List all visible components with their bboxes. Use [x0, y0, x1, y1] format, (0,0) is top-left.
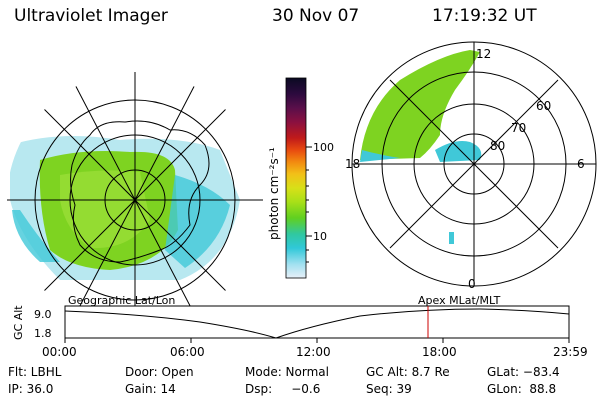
- y-tick-9: 9.0: [34, 308, 52, 321]
- coastline: [70, 120, 210, 263]
- uv-spot: [449, 232, 454, 244]
- info-flt: Flt: LBHL: [8, 365, 62, 379]
- info-mode: Mode: Normal: [245, 365, 329, 379]
- geographic-map: [7, 72, 263, 328]
- x-tick-1800: 18:00: [422, 345, 457, 359]
- info-glon: GLon: 88.8: [487, 382, 556, 396]
- colorbar-tick-10: 10: [313, 230, 327, 243]
- mlt-label-18: 18: [345, 157, 360, 171]
- info-ip: IP: 36.0: [8, 382, 53, 396]
- x-tick-2359: 23:59: [553, 345, 588, 359]
- altitude-curve: [64, 308, 570, 339]
- info-dsp: Dsp: −0.6: [245, 382, 320, 396]
- uv-oval-cyan: [435, 141, 482, 162]
- x-tick-0000: 00:00: [42, 345, 77, 359]
- colorbar-tick-100: 100: [313, 141, 334, 154]
- colorbar-unit-label: photon cm⁻²s⁻¹: [267, 147, 281, 240]
- mlat-mlt-map: 12 18 6 0 60 70 80: [345, 41, 597, 291]
- app-title: Ultraviolet Imager: [14, 6, 168, 26]
- time-label: 17:19:32 UT: [432, 6, 537, 26]
- uv-oval-green: [360, 50, 480, 160]
- info-gc-alt: GC Alt: 8.7 Re: [366, 365, 450, 379]
- altitude-timeline: Geographic Lat/Lon Apex MLat/MLT 9.0 1.8…: [12, 294, 588, 359]
- info-seq: Seq: 39: [366, 382, 412, 396]
- uv-emission-cyan: [165, 175, 230, 268]
- right-map-label: Apex MLat/MLT: [418, 294, 501, 307]
- mlat-label-60: 60: [536, 99, 551, 113]
- colorbar: 100 10 photon cm⁻²s⁻¹: [267, 77, 334, 279]
- date-label: 30 Nov 07: [272, 6, 360, 26]
- y-tick-1-8: 1.8: [34, 327, 52, 340]
- info-door: Door: Open: [125, 365, 194, 379]
- info-panel: Flt: LBHL Door: Open Mode: Normal GC Alt…: [8, 365, 560, 396]
- x-tick-0600: 06:00: [170, 345, 205, 359]
- left-map-label: Geographic Lat/Lon: [68, 294, 175, 307]
- y-axis-label: GC Alt: [12, 305, 25, 340]
- info-glat: GLat: −83.4: [487, 365, 560, 379]
- mlat-label-80: 80: [490, 139, 505, 153]
- mlt-label-12: 12: [476, 47, 491, 61]
- mlat-label-70: 70: [511, 121, 526, 135]
- info-gain: Gain: 14: [125, 382, 176, 396]
- mlt-label-6: 6: [577, 157, 585, 171]
- mlt-label-0: 0: [468, 277, 476, 291]
- x-tick-1200: 12:00: [296, 345, 331, 359]
